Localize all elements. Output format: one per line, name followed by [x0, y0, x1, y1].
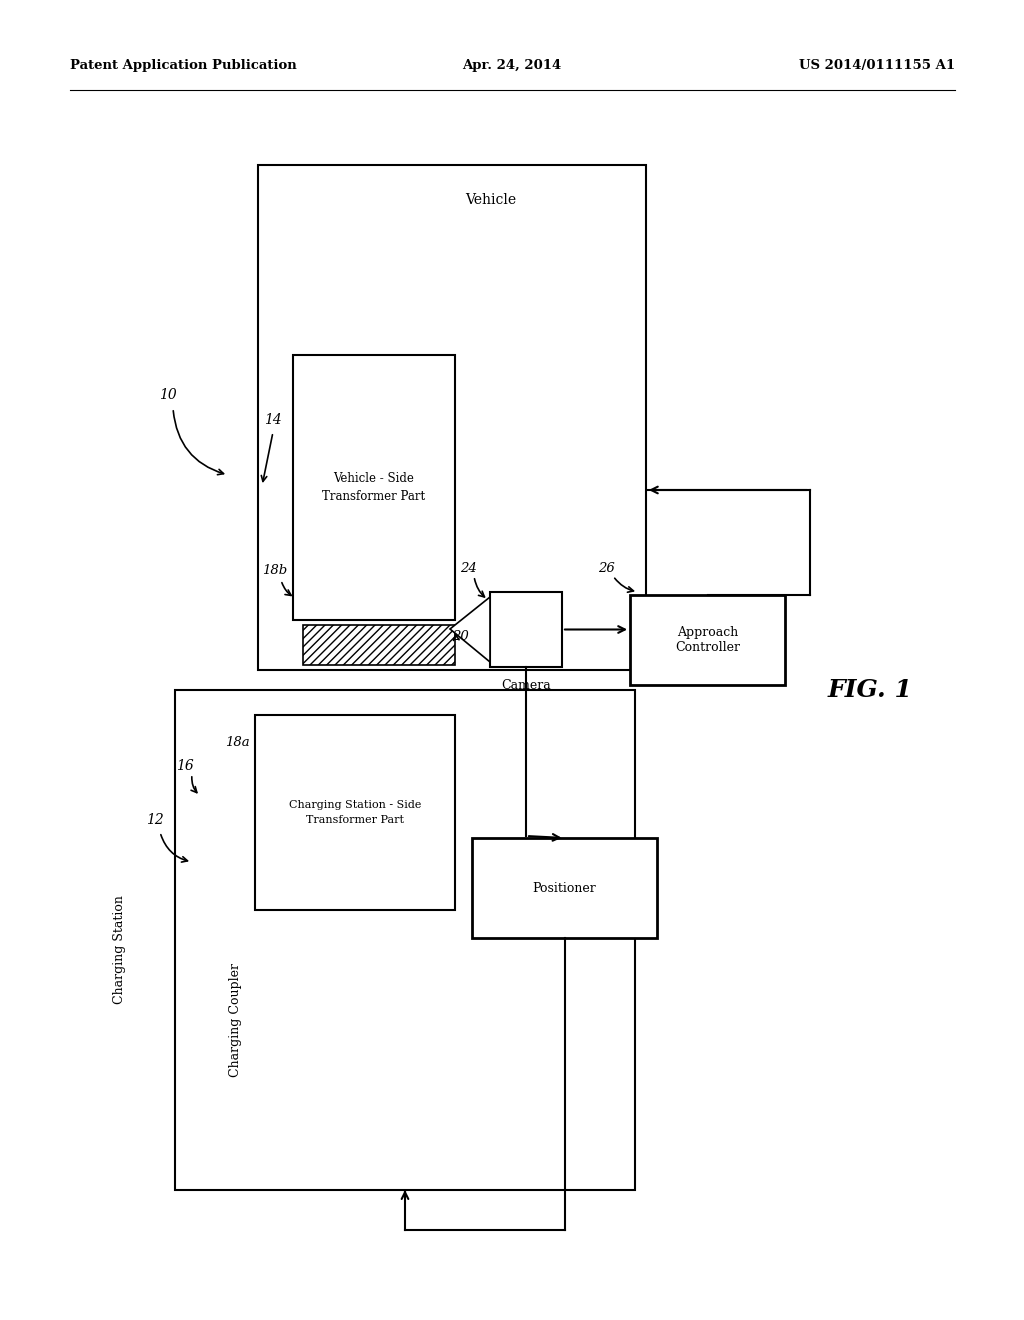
Text: 10: 10 [159, 388, 177, 403]
Text: FIG. 1: FIG. 1 [827, 678, 912, 702]
Bar [630, 595, 785, 685]
Text: 16: 16 [176, 759, 194, 774]
Text: Approach
Controller: Approach Controller [675, 626, 740, 653]
Text: Positioner: Positioner [532, 882, 596, 895]
Text: Vehicle: Vehicle [465, 193, 516, 207]
Bar [293, 355, 455, 620]
Text: 12: 12 [146, 813, 164, 828]
Bar [255, 715, 455, 909]
Text: 18a: 18a [224, 735, 249, 748]
Text: Apr. 24, 2014: Apr. 24, 2014 [463, 58, 561, 71]
Text: Vehicle - Side
Transformer Part: Vehicle - Side Transformer Part [323, 471, 426, 503]
Polygon shape [450, 597, 490, 663]
Text: Charging Station - Side
Transformer Part: Charging Station - Side Transformer Part [289, 800, 421, 825]
Bar [472, 838, 657, 939]
Text: 26: 26 [598, 561, 614, 574]
Bar [175, 690, 635, 1191]
Text: US 2014/0111155 A1: US 2014/0111155 A1 [799, 58, 955, 71]
Text: Patent Application Publication: Patent Application Publication [70, 58, 297, 71]
Text: Camera: Camera [501, 678, 551, 692]
Bar [303, 624, 455, 665]
Text: Charging Coupler: Charging Coupler [228, 964, 242, 1077]
Text: 18b: 18b [262, 564, 288, 577]
Text: 20: 20 [452, 630, 468, 643]
Text: Charging Station: Charging Station [114, 895, 127, 1005]
Bar [490, 591, 562, 667]
Bar [258, 165, 646, 671]
Text: 14: 14 [264, 413, 282, 426]
Text: 24: 24 [460, 561, 476, 574]
